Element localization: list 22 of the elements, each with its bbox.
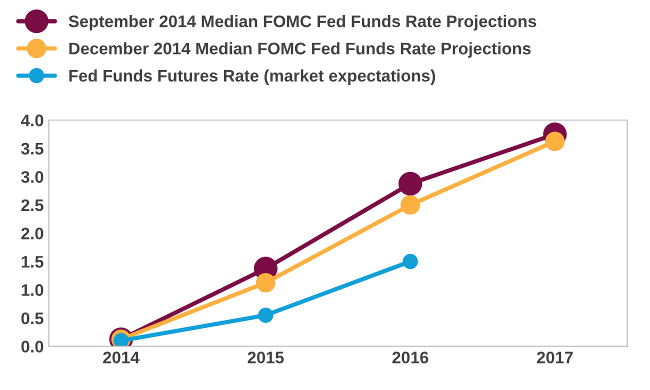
x-tick-label: 2016 (392, 352, 428, 364)
point (398, 172, 422, 196)
legend-label: December 2014 Median FOMC Fed Funds Rate Projections (69, 42, 531, 58)
y-tick-label: 2.0 (21, 228, 44, 240)
point (545, 132, 565, 152)
y-tick-label: 0.5 (21, 312, 44, 324)
y-tick-label: 0.0 (21, 340, 44, 353)
y-tick-label: 3.0 (21, 171, 44, 183)
x-tick-label: 2017 (536, 352, 573, 364)
y-tick-label: 3.5 (21, 142, 44, 155)
legend-label: September 2014 Median FOMC Fed Funds Rate Projections (68, 15, 536, 31)
point (258, 308, 274, 323)
y-tick-label: 4.0 (20, 114, 44, 126)
y-tick-label: 1.5 (22, 256, 44, 268)
point (400, 195, 420, 215)
point (256, 272, 276, 292)
y-tick-label: 2.5 (21, 199, 44, 212)
x-tick-label: 2015 (248, 352, 284, 364)
x-tick-label: 2014 (103, 352, 140, 364)
y-tick-label: 1.0 (22, 284, 44, 296)
point (402, 254, 418, 270)
legend-label: Fed Funds Futures Rate (market expectations) (69, 69, 436, 85)
